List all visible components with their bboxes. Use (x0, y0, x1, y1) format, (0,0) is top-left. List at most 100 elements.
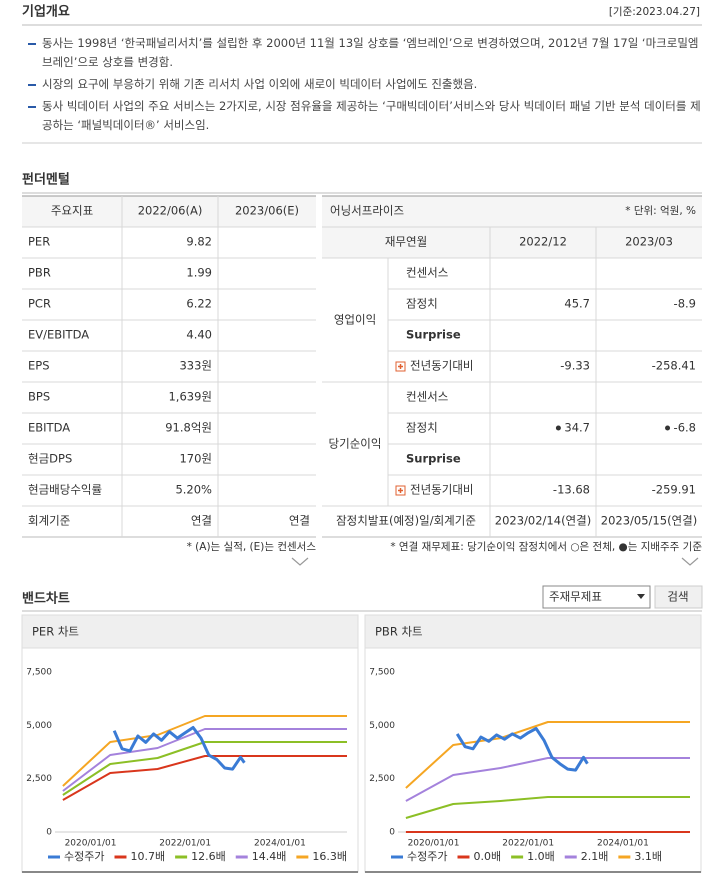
x-tick-label: 2022/01/01 (502, 839, 554, 849)
x-tick-label: 2020/01/01 (65, 839, 117, 849)
chart-title: PBR 차트 (375, 625, 423, 639)
legend-label: 14.4배 (252, 850, 287, 863)
y-tick-label: 0 (389, 828, 395, 838)
select[interactable] (542, 585, 651, 609)
chevron (291, 557, 309, 566)
cell: -258.41 (652, 359, 696, 373)
series-line (405, 757, 690, 802)
row-label: 컨센서스 (406, 390, 448, 404)
y-tick-label: 7,500 (26, 668, 52, 678)
select-text: 주재무제표 (549, 590, 602, 604)
unit: * 단위: 억원, % (625, 204, 696, 217)
row-label: EV/EBITDA (28, 328, 89, 342)
plus-icon (398, 364, 403, 369)
series-line (62, 728, 347, 792)
cell: 잠정치발표(예정)일/회계기준 (336, 514, 476, 528)
table-header-cell: 재무연월 (385, 235, 427, 249)
x-tick-label: 2020/01/01 (408, 839, 460, 849)
chart-header (21, 614, 359, 649)
group-label: 당기순이익 (329, 437, 382, 451)
y-tick-label: 2,500 (26, 774, 52, 784)
row-label: 전년동기대비 (410, 483, 473, 497)
chart-panel (364, 614, 702, 873)
y-tick-label: 2,500 (369, 774, 395, 784)
row-label: EPS (28, 359, 50, 373)
note: * (A)는 실적, (E)는 컨센서스 (187, 541, 317, 553)
table-header-cell: 2022/12 (519, 235, 567, 249)
x-tick-label: 2024/01/01 (254, 839, 306, 849)
cell: -13.68 (553, 483, 590, 497)
legend-label: 3.1배 (634, 850, 662, 863)
row-label: 회계기준 (28, 514, 70, 528)
overview-item: 동사 빅데이터 사업의 주요 서비스는 2가지로, 시장 점유율을 제공하는 ‘… (22, 97, 702, 135)
chart-panel (21, 614, 359, 873)
plus-icon (398, 488, 403, 493)
y-tick-label: 0 (46, 828, 52, 838)
chart-title: PER 차트 (32, 625, 79, 639)
row-label: 전년동기대비 (410, 359, 473, 373)
section-title: 펀더멘털 (22, 172, 70, 188)
row-label: EBITDA (28, 421, 70, 435)
cell: 5.20% (175, 483, 212, 497)
cell: 연결 (289, 514, 310, 528)
legend-label: 수정주가 (407, 850, 447, 863)
cell: 333원 (179, 359, 212, 373)
chart-header (364, 614, 702, 649)
cell: 연결 (191, 514, 212, 528)
table-header-cell: 주요지표 (51, 204, 93, 218)
table-header-cell: 2023/06(E) (235, 204, 299, 218)
series-line (455, 727, 589, 772)
y-tick-label: 7,500 (369, 668, 395, 678)
legend-label: 1.0배 (527, 850, 555, 863)
bullet (28, 106, 36, 108)
overview-item: 시장의 요구에 부응하기 위해 기존 리서치 사업 이외에 새로이 빅데이터 사… (22, 75, 702, 94)
legend-label: 10.7배 (130, 850, 165, 863)
cell: -259.91 (652, 483, 696, 497)
row-label: Surprise (406, 328, 461, 342)
bullet (555, 425, 561, 431)
cell: 9.82 (186, 235, 212, 249)
cell: 1,639원 (168, 390, 212, 404)
legend-label: 2.1배 (581, 850, 609, 863)
row-label: 현금DPS (28, 452, 72, 466)
bullet (665, 425, 671, 431)
cell: 2023/05/15(연결) (601, 514, 697, 528)
overview-list: 동사는 1998년 ‘한국패널리서치’를 설립한 후 2000년 11월 13일… (22, 34, 702, 138)
cell: 4.40 (186, 328, 212, 342)
cell: 6.22 (186, 297, 212, 311)
date: [기준:2023.04.27] (609, 6, 700, 18)
row-label: BPS (28, 390, 50, 404)
bullet (28, 84, 36, 86)
chevron (681, 557, 699, 566)
legend-label: 16.3배 (312, 850, 347, 863)
series-line (62, 741, 347, 796)
row-label: Surprise (406, 452, 461, 466)
series-line (112, 726, 246, 771)
table-header-cell: 2023/03 (625, 235, 673, 249)
overview-item: 동사는 1998년 ‘한국패널리서치’를 설립한 후 2000년 11월 13일… (22, 34, 702, 72)
y-tick-label: 5,000 (26, 721, 52, 731)
button[interactable] (654, 585, 703, 609)
cell: 91.8억원 (165, 421, 212, 435)
x-tick-label: 2022/01/01 (159, 839, 211, 849)
x-tick-label: 2024/01/01 (597, 839, 649, 849)
table-header-cell: 2022/06(A) (138, 204, 203, 218)
overview-text: 동사 빅데이터 사업의 주요 서비스는 2가지로, 시장 점유율을 제공하는 ‘… (42, 99, 701, 132)
row-label: 컨센서스 (406, 266, 448, 280)
row-label: 잠정치 (406, 421, 438, 435)
series-line (405, 796, 690, 819)
y-tick-label: 5,000 (369, 721, 395, 731)
section-title: 밴드차트 (22, 591, 70, 607)
cell: 2023/02/14(연결) (495, 514, 591, 528)
section-title: 기업개요 (22, 5, 70, 20)
cell: 170원 (179, 452, 212, 466)
row-label: 잠정치 (406, 297, 438, 311)
row-label: 현금배당수익률 (28, 483, 102, 497)
legend-label: 0.0배 (473, 850, 501, 863)
cell: -9.33 (560, 359, 590, 373)
select-arrow (637, 594, 645, 599)
bullet (28, 43, 36, 45)
cell: -6.8 (674, 421, 696, 435)
